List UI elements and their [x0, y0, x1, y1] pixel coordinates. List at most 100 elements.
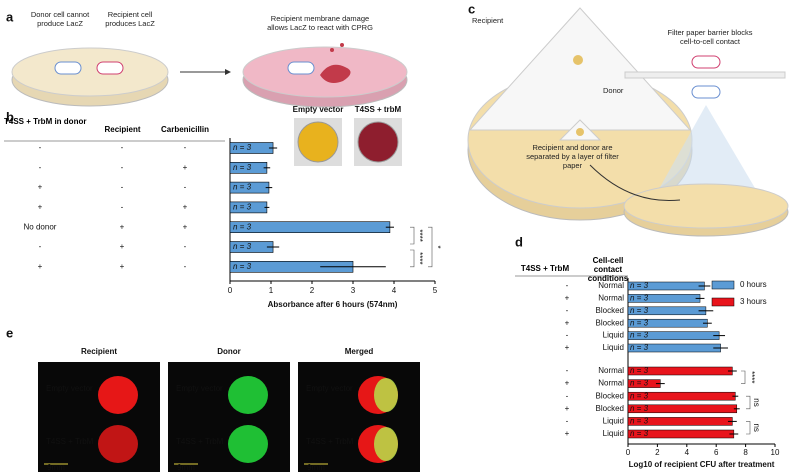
c-donor: Donor	[603, 86, 624, 95]
x-tick-label: 4	[392, 286, 397, 295]
table-cell: -	[184, 143, 187, 152]
colony	[98, 376, 138, 414]
table-cell: Blocked	[596, 318, 624, 327]
sig-bracket	[410, 226, 415, 245]
row-label: Empty vector	[306, 384, 353, 393]
row-label: T4SS + TrbM	[176, 437, 224, 446]
legend-swatch	[711, 297, 735, 307]
x-tick-label: 5	[433, 286, 438, 295]
colony	[98, 425, 138, 463]
table-cell: -	[121, 163, 124, 172]
bar-label: n = 3	[630, 343, 649, 352]
x-axis-label: Absorbance after 6 hours (574nm)	[268, 300, 398, 309]
bar-label: n = 3	[630, 294, 649, 303]
photo-label: T4SS + trbM	[355, 105, 402, 114]
b-header: T4SS + TrbM in donor	[4, 117, 87, 126]
x-tick-label: 3	[351, 286, 356, 295]
table-cell: -	[39, 163, 42, 172]
bar-label: n = 3	[630, 318, 649, 327]
table-cell: Normal	[598, 281, 624, 290]
row-label: Empty vector	[176, 384, 223, 393]
table-cell: +	[183, 222, 188, 231]
table-cell: -	[566, 281, 569, 290]
table-cell: +	[183, 203, 188, 212]
bar-label: n = 3	[233, 183, 252, 192]
bar-label: n = 3	[630, 391, 649, 400]
panel-e-images: Recipient Empty vector T4SS + TrbM 9mm Donor…	[38, 347, 420, 472]
legend-label: 0 hours	[740, 280, 767, 289]
table-cell: Blocked	[596, 404, 624, 413]
sig-label: ns	[752, 398, 761, 406]
row-label: T4SS + TrbM	[46, 437, 94, 446]
table-cell: Normal	[598, 366, 624, 375]
scale-label: 9mm	[47, 463, 65, 472]
sig-label: ns	[752, 423, 761, 431]
c-recipient: Recipient	[472, 16, 504, 25]
table-cell: +	[183, 163, 188, 172]
scale-label: 9mm	[177, 463, 195, 472]
table-cell: +	[565, 379, 570, 388]
table-cell: -	[39, 242, 42, 251]
panel-label: b	[6, 109, 14, 124]
bar-label: n = 3	[233, 203, 252, 212]
scale-label: 9mm	[307, 463, 325, 472]
x-axis-label: Log10 of recipient CFU after treatment	[629, 460, 775, 469]
colony	[228, 425, 268, 463]
table-cell: Normal	[598, 294, 624, 303]
sig-label: ****	[415, 252, 424, 264]
bar-label: n = 3	[233, 242, 252, 251]
sig-bracket	[428, 226, 433, 268]
panel-label: a	[6, 9, 14, 24]
panel-a-art	[11, 43, 408, 108]
table-cell: +	[120, 262, 125, 271]
micrograph	[168, 362, 290, 472]
table-cell: -	[184, 183, 187, 192]
table-cell: Liquid	[603, 429, 624, 438]
bar-label: n = 3	[630, 404, 649, 413]
table-cell: +	[565, 343, 570, 352]
row-label: Empty vector	[46, 384, 93, 393]
x-tick-label: 4	[685, 448, 690, 457]
column-header: Recipient	[81, 347, 117, 356]
bar-label: n = 3	[630, 306, 649, 315]
table-cell: +	[38, 203, 43, 212]
bar-label: n = 3	[630, 366, 649, 375]
x-tick-label: 0	[228, 286, 233, 295]
table-cell: Normal	[598, 379, 624, 388]
bar-label: n = 3	[630, 331, 649, 340]
bar-label: n = 3	[233, 143, 252, 152]
table-cell: +	[120, 222, 125, 231]
sig-bracket	[741, 370, 746, 384]
x-tick-label: 10	[771, 448, 780, 457]
colony-overlap	[374, 427, 398, 461]
micrograph	[298, 362, 420, 472]
photo-label: Empty vector	[293, 105, 344, 114]
table-cell: Blocked	[596, 391, 624, 400]
micrograph	[38, 362, 160, 472]
table-cell: -	[566, 417, 569, 426]
damage-note: Recipient membrane damage allows LacZ to…	[267, 14, 373, 32]
row-label: T4SS + TrbM	[306, 437, 354, 446]
x-tick-label: 2	[310, 286, 315, 295]
column-header: Merged	[345, 347, 374, 356]
x-tick-label: 8	[743, 448, 748, 457]
bar-label: n = 3	[630, 417, 649, 426]
d-header: Cell-cell contact conditions	[587, 256, 629, 283]
table-cell: -	[121, 203, 124, 212]
table-cell: +	[565, 294, 570, 303]
table-cell: +	[565, 429, 570, 438]
c-separation: Recipient and donor are separated by a l…	[526, 143, 619, 170]
panel-c-art	[467, 7, 789, 237]
b-header: Carbenicillin	[160, 125, 209, 134]
bar-label: n = 3	[630, 281, 649, 290]
table-cell: -	[184, 262, 187, 271]
table-cell: +	[565, 318, 570, 327]
column-header: Donor	[217, 347, 241, 356]
bar-label: n = 3	[630, 379, 649, 388]
table-cell: -	[566, 391, 569, 400]
x-tick-label: 1	[269, 286, 274, 295]
x-tick-label: 0	[626, 448, 631, 457]
table-cell: -	[121, 183, 124, 192]
